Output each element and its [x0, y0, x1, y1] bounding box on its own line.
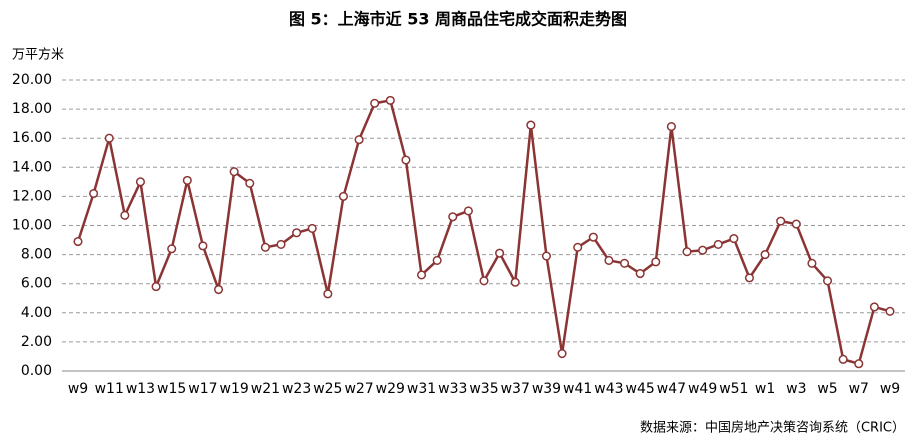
data-point [182, 175, 192, 185]
data-point [729, 234, 739, 244]
x-tick-label: w49 [688, 381, 717, 397]
y-tick-label: 6.00 [21, 276, 52, 292]
x-tick-label: w19 [220, 381, 249, 397]
data-point [292, 228, 302, 238]
x-tick-label: w25 [313, 381, 342, 397]
x-tick-label: w23 [282, 381, 311, 397]
data-point [401, 155, 411, 165]
x-tick-label: w33 [438, 381, 467, 397]
data-point [245, 178, 255, 188]
x-tick-label: w1 [755, 381, 775, 397]
data-point [151, 282, 161, 292]
y-tick-label: 10.00 [12, 218, 52, 234]
x-tick-label: w9 [68, 381, 88, 397]
x-tick-label: w45 [626, 381, 655, 397]
data-point [776, 216, 786, 226]
data-point [510, 277, 520, 287]
data-point [854, 359, 864, 369]
y-tick-label: 2.00 [21, 334, 52, 350]
data-point [479, 276, 489, 286]
y-tick-label: 0.00 [21, 363, 52, 379]
x-tick-label: w27 [344, 381, 373, 397]
x-tick-label: w21 [251, 381, 280, 397]
x-tick-label: w35 [469, 381, 498, 397]
data-point [73, 236, 83, 247]
x-tick-label: w37 [501, 381, 530, 397]
data-point [666, 122, 676, 132]
x-tick-label: w7 [849, 381, 869, 397]
x-tick-label: w39 [532, 381, 561, 397]
data-point [307, 223, 317, 233]
data-point [385, 95, 395, 105]
data-point [120, 210, 130, 220]
x-tick-label: w13 [126, 381, 155, 397]
x-tick-label: w51 [719, 381, 748, 397]
data-point [557, 348, 567, 359]
data-point [448, 212, 458, 222]
y-tick-label: 16.00 [12, 130, 52, 146]
data-point [791, 219, 801, 229]
data-point [760, 250, 770, 260]
data-point [744, 273, 755, 283]
data-line [76, 99, 891, 365]
data-point [229, 167, 239, 177]
data-point [495, 248, 505, 258]
data-point [869, 302, 879, 312]
x-tick-label: w3 [786, 381, 806, 397]
data-point [370, 98, 380, 108]
data-point [276, 239, 286, 249]
data-point [167, 244, 177, 254]
x-tick-label: w47 [657, 381, 686, 397]
data-point [651, 257, 661, 267]
data-point [416, 270, 427, 280]
data-point [463, 206, 473, 216]
x-tick-label: w15 [157, 381, 186, 397]
data-point [323, 289, 333, 299]
data-point [198, 241, 208, 251]
y-tick-label: 8.00 [21, 247, 52, 263]
data-point [682, 247, 692, 257]
data-point [104, 133, 114, 143]
data-point [838, 354, 848, 364]
data-point [573, 242, 583, 252]
data-point [89, 188, 99, 199]
y-tick-label: 12.00 [12, 188, 52, 204]
data-point [354, 135, 364, 145]
x-tick-label: w17 [188, 381, 217, 397]
source-note: 数据来源：中国房地产决策咨询系统（CRIC） [640, 420, 905, 436]
data-point [213, 284, 224, 295]
data-point [619, 258, 630, 268]
chart-title: 图 5：上海市近 53 周商品住宅成交面积走势图 [289, 10, 627, 29]
data-point [635, 268, 645, 279]
y-tick-label: 14.00 [12, 159, 52, 175]
data-point [698, 245, 708, 255]
data-point [135, 177, 146, 187]
x-tick-label: w43 [594, 381, 623, 397]
x-tick-label: w11 [95, 381, 124, 397]
x-tick-label: w5 [817, 381, 837, 397]
data-point [338, 191, 349, 201]
x-tick-label: w9 [880, 381, 900, 397]
y-tick-label: 18.00 [12, 101, 52, 117]
data-point [604, 255, 614, 265]
data-point [526, 120, 536, 130]
data-point [432, 255, 442, 265]
data-point [588, 232, 598, 242]
data-point [822, 276, 833, 286]
y-tick-label: 20.00 [12, 72, 52, 88]
data-point [885, 306, 895, 316]
data-point [807, 258, 817, 268]
data-point [260, 242, 270, 252]
y-axis-label: 万平方米 [12, 47, 64, 63]
data-point [541, 251, 552, 261]
x-tick-label: w41 [563, 381, 592, 397]
x-tick-label: w31 [407, 381, 436, 397]
y-tick-label: 4.00 [21, 305, 52, 321]
data-point [713, 239, 723, 249]
x-tick-label: w29 [376, 381, 405, 397]
